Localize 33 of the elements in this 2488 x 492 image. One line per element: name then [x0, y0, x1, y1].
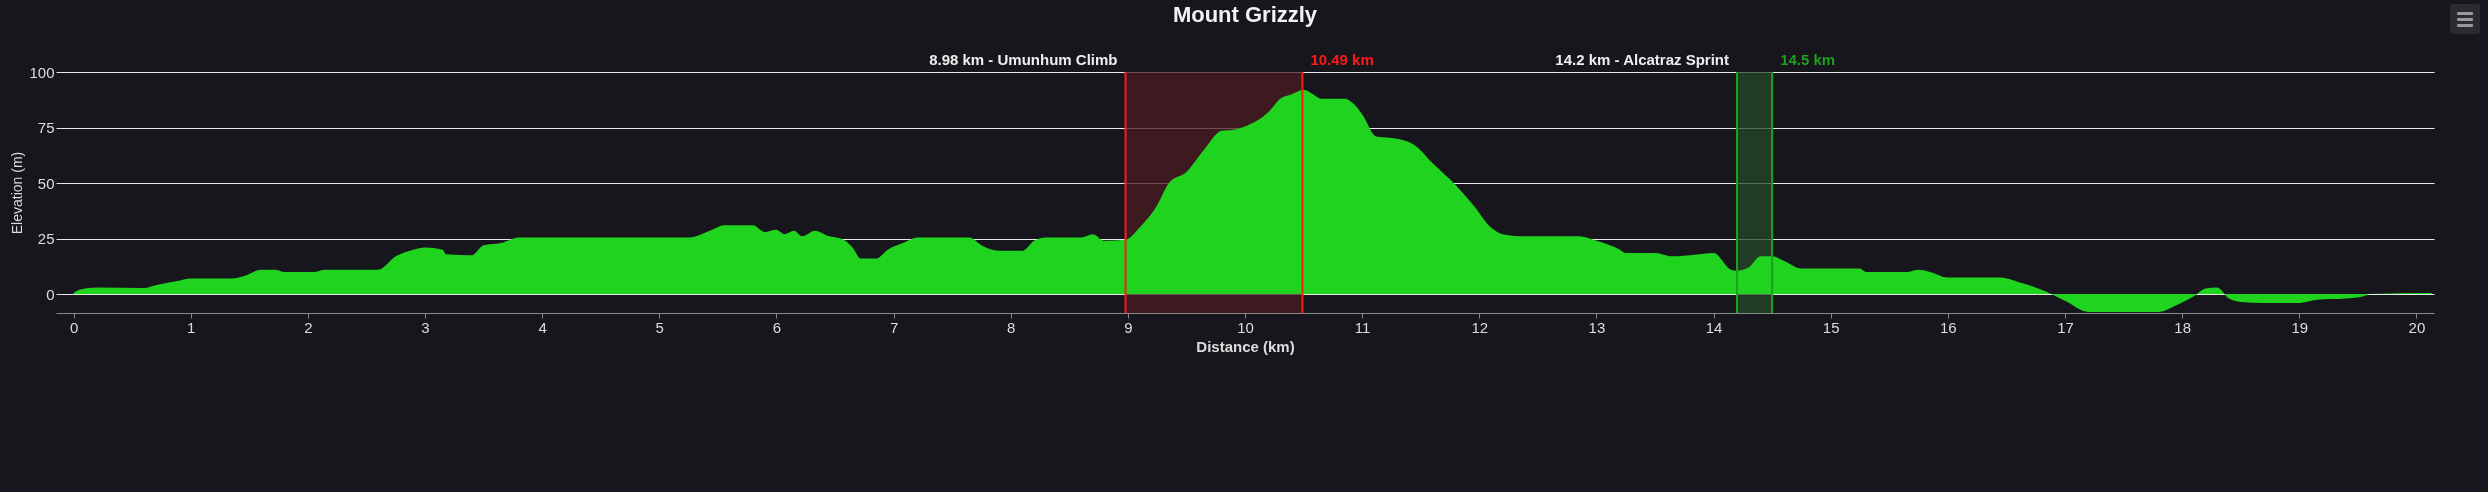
x-tick-label: 16 [1940, 318, 1957, 336]
x-tick-label: 7 [889, 318, 899, 336]
x-tick-label: 6 [772, 318, 782, 336]
x-tick-label: 8 [1007, 318, 1016, 336]
x-tick-label: 4 [538, 318, 547, 336]
x-tick-label: 15 [1822, 318, 1840, 336]
y-tick-label: 75 [37, 119, 55, 137]
ref-line-label: 14.5 km [1780, 51, 1836, 68]
x-tick-label: 1 [187, 318, 196, 336]
ref-line-label: 8.98 km - Umunhum Climb [929, 51, 1118, 68]
x-axis-title: Distance (km) [1196, 337, 1295, 355]
ref-line-label: 14.2 km - Alcatraz Sprint [1555, 51, 1729, 68]
x-tick-label: 18 [2174, 318, 2191, 336]
x-tick-label: 17 [2057, 318, 2074, 336]
y-tick-label: 0 [46, 285, 55, 303]
x-tick-label: 9 [1124, 318, 1133, 336]
x-tick-label: 5 [655, 318, 664, 336]
ref-line-label: 10.49 km [1310, 51, 1374, 68]
y-tick-label: 100 [29, 63, 55, 81]
x-tick-label: 11 [1354, 318, 1371, 336]
x-tick-label: 0 [69, 318, 79, 336]
x-tick-label: 14 [1705, 318, 1723, 336]
x-tick-label: 19 [2291, 318, 2309, 336]
x-tick-label: 13 [1588, 318, 1606, 336]
x-tick-label: 2 [304, 318, 313, 336]
y-tick-label: 50 [37, 174, 55, 192]
x-tick-label: 12 [1471, 318, 1489, 336]
y-tick-label: 25 [37, 230, 55, 248]
x-tick-label: 10 [1237, 318, 1254, 336]
x-tick-label: 3 [421, 318, 430, 336]
y-axis-title: Elevation (m) [9, 151, 26, 235]
chart-title: Mount Grizzly [1172, 2, 1318, 27]
x-tick-label: 20 [2408, 318, 2426, 336]
